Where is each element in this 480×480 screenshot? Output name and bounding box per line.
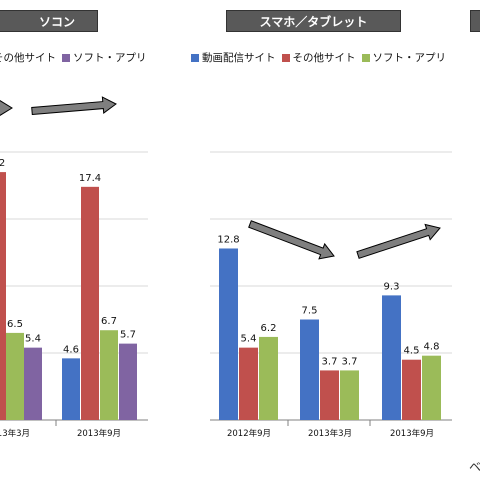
bar-value-label: 7.5 bbox=[302, 306, 318, 317]
bar bbox=[422, 355, 441, 420]
legend-label: ソフト・アプリ bbox=[372, 52, 447, 64]
bar bbox=[62, 358, 80, 420]
bar-value-label: 2 bbox=[0, 158, 5, 169]
bar-value-label: 5.7 bbox=[120, 330, 136, 341]
bar-value-label: 3.7 bbox=[342, 356, 358, 367]
legend-label: ソフト・アプリ bbox=[73, 52, 147, 64]
right-panel-title-text: スマホ／タブレット bbox=[259, 15, 368, 29]
x-tick-label: 2012年9月 bbox=[227, 428, 271, 439]
x-tick-label: 2013年9月 bbox=[390, 428, 434, 439]
left-panel-title: ソコン bbox=[0, 10, 98, 32]
legend-label: 動画配信サイト bbox=[202, 52, 276, 64]
legend-item-video-sites: 動画配信サイト bbox=[191, 50, 276, 65]
bar-value-label: 12.8 bbox=[217, 234, 239, 245]
legend-item-software-apps: ソフト・アプリ bbox=[62, 50, 147, 65]
legend-label: その他サイト bbox=[0, 52, 56, 64]
bar-value-label: 9.3 bbox=[384, 281, 400, 292]
legend-swatch-green bbox=[361, 53, 370, 62]
bar bbox=[24, 347, 42, 420]
bar-value-label: 17.4 bbox=[79, 173, 101, 184]
trend-arrow bbox=[0, 100, 13, 116]
legend-swatch-purple bbox=[62, 53, 70, 62]
bar bbox=[259, 336, 278, 420]
left-panel-title-text: ソコン bbox=[38, 15, 75, 29]
bar bbox=[100, 330, 118, 420]
far-panel-title-edge bbox=[470, 10, 480, 32]
bar-value-label: 5.4 bbox=[241, 334, 257, 345]
bar bbox=[0, 172, 6, 420]
bar bbox=[219, 248, 238, 420]
bar bbox=[340, 370, 359, 420]
x-tick-label: 2013年9月 bbox=[77, 428, 121, 439]
legend-swatch-red bbox=[281, 53, 290, 62]
bar-value-label: 4.6 bbox=[63, 344, 79, 355]
bar bbox=[239, 347, 258, 420]
legend-item-other-sites: その他サイト bbox=[281, 50, 356, 65]
bar-value-label: 4.5 bbox=[404, 346, 420, 357]
bar bbox=[119, 343, 137, 420]
trend-arrow bbox=[31, 96, 117, 116]
bar-value-label: 6.2 bbox=[261, 323, 277, 334]
bar bbox=[6, 332, 24, 420]
x-tick-label: 2013年3月 bbox=[0, 428, 30, 439]
legend-item-software-apps: ソフト・アプリ bbox=[361, 50, 447, 65]
bar-value-label: 6.5 bbox=[7, 319, 23, 330]
bar-value-label: 5.4 bbox=[25, 334, 41, 345]
bar-value-label: 4.8 bbox=[424, 342, 440, 353]
bar bbox=[320, 370, 339, 420]
bar bbox=[382, 295, 401, 420]
trend-arrow bbox=[248, 220, 335, 260]
bar-value-label: 6.7 bbox=[101, 316, 117, 327]
bar-value-label: 3.7 bbox=[322, 356, 338, 367]
bar bbox=[300, 319, 319, 420]
right-legend: 動画配信サイト その他サイト ソフト・アプリ bbox=[191, 50, 452, 65]
bar bbox=[402, 359, 421, 420]
x-tick-label: 2013年3月 bbox=[308, 428, 352, 439]
legend-swatch-blue bbox=[191, 53, 199, 62]
legend-item-other-sites: その他サイト bbox=[0, 50, 56, 65]
left-legend: その他サイト ソフト・アプリ bbox=[0, 50, 153, 65]
edge-text: ベ bbox=[469, 460, 480, 474]
legend-label: その他サイト bbox=[292, 52, 356, 64]
bar bbox=[81, 186, 99, 420]
right-panel-title: スマホ／タブレット bbox=[226, 10, 401, 32]
trend-arrow bbox=[356, 223, 441, 259]
